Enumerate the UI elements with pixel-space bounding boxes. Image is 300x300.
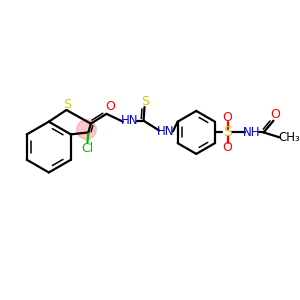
Text: S: S [223, 125, 232, 140]
Text: CH₃: CH₃ [278, 131, 300, 144]
Text: NH: NH [243, 126, 261, 139]
Text: O: O [270, 108, 280, 121]
Text: O: O [223, 141, 232, 154]
Text: O: O [223, 111, 232, 124]
Text: O: O [105, 100, 115, 112]
Text: S: S [63, 98, 71, 111]
Text: HN: HN [121, 114, 139, 127]
Text: Cl: Cl [81, 142, 94, 154]
Circle shape [77, 120, 96, 139]
Text: S: S [142, 95, 149, 108]
Text: HN: HN [157, 125, 175, 138]
